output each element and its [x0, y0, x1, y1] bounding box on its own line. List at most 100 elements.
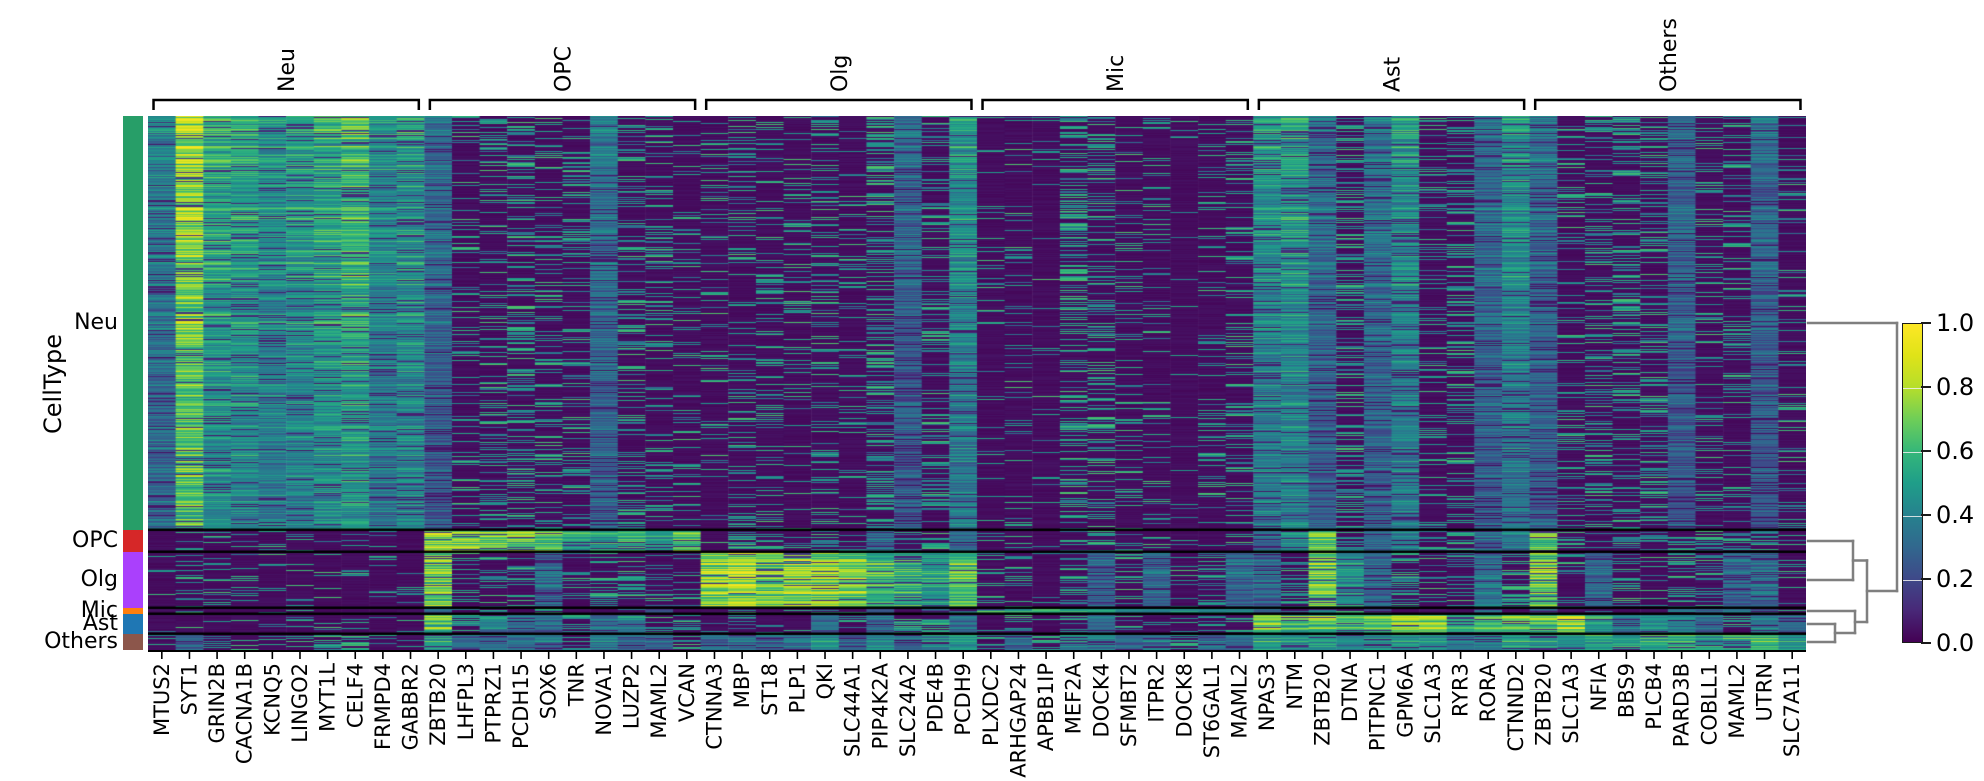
gene-group-bracket-olg [704, 98, 973, 110]
colorbar-tick-mark [1921, 450, 1931, 452]
gene-label-apbb1ip: APBB1IP [1034, 663, 1058, 751]
colorbar-inner-tick [1903, 580, 1922, 581]
row-group-label-others: Others [44, 629, 118, 654]
gene-label-gabbr2: GABBR2 [399, 663, 423, 750]
gene-label-pitpnc1: PITPNC1 [1366, 663, 1390, 751]
sidebar-segment-others [123, 634, 143, 650]
gene-group-label-ast: Ast [1381, 56, 1406, 92]
gene-label-zbtb20: ZBTB20 [1310, 663, 1334, 746]
gene-label-nfia: NFIA [1587, 662, 1611, 711]
gene-group-bracket-others [1533, 98, 1802, 110]
sidebar-segment-opc [123, 530, 143, 552]
gene-label-utrn: UTRN [1753, 663, 1777, 722]
gene-label-cobll1: COBLL1 [1697, 663, 1721, 745]
gene-label-dtna: DTNA [1338, 662, 1362, 722]
gene-label-kcnq5: KCNQ5 [260, 663, 284, 736]
sidebar-segment-mic [123, 608, 143, 614]
gene-label-frmpd4: FRMPD4 [371, 663, 395, 750]
gene-label-myt1l: MYT1L [316, 663, 340, 732]
gene-label-qki: QKI [813, 663, 837, 700]
gene-label-slc44a1: SLC44A1 [841, 663, 865, 757]
colorbar-tick-label: 0.2 [1936, 565, 1975, 593]
colorbar-tick-mark [1921, 578, 1931, 580]
gene-label-maml2: MAML2 [1725, 663, 1749, 739]
gene-label-nova1: NOVA1 [592, 663, 616, 736]
gene-label-maml2: MAML2 [647, 663, 671, 739]
gene-label-pcdh9: PCDH9 [951, 663, 975, 736]
gene-label-maml2: MAML2 [1228, 663, 1252, 739]
gene-group-label-opc: OPC [552, 46, 577, 92]
row-group-label-neu: Neu [74, 310, 118, 335]
gene-label-plxdc2: PLXDC2 [979, 663, 1003, 746]
gene-label-ntm: NTM [1283, 663, 1307, 710]
colorbar-tick-label: 0.6 [1936, 437, 1975, 465]
gene-label-pard3b: PARD3B [1670, 663, 1694, 747]
gene-label-zbtb20: ZBTB20 [426, 663, 450, 746]
gene-label-sox6: SOX6 [537, 663, 561, 719]
row-group-label-olg: Olg [80, 567, 118, 592]
gene-label-npas3: NPAS3 [1255, 663, 1279, 731]
gene-label-plcb4: PLCB4 [1642, 663, 1666, 730]
gene-label-pip4k2a: PIP4K2A [868, 662, 892, 749]
gene-label-itpr2: ITPR2 [1145, 663, 1169, 723]
gene-label-sfmbt2: SFMBT2 [1117, 663, 1141, 747]
gene-label-st6gal1: ST6GAL1 [1200, 663, 1224, 758]
gene-label-lingo2: LINGO2 [288, 663, 312, 743]
gene-label-slc1a3: SLC1A3 [1421, 663, 1445, 744]
gene-label-dock8: DOCK8 [1172, 663, 1196, 738]
gene-label-slc24a2: SLC24A2 [896, 663, 920, 757]
colorbar-inner-tick [1903, 452, 1922, 453]
gene-label-celf4: CELF4 [343, 663, 367, 728]
colorbar-tick-mark [1921, 386, 1931, 388]
gene-label-mbp: MBP [730, 663, 754, 708]
gene-label-slc1a3: SLC1A3 [1559, 663, 1583, 744]
sidebar-segment-neu [123, 116, 143, 530]
colorbar-tick-label: 0.8 [1936, 373, 1975, 401]
colorbar-tick-label: 0.0 [1936, 629, 1975, 657]
gene-label-ptprz1: PTPRZ1 [481, 663, 505, 744]
gene-label-slc7a11: SLC7A11 [1780, 663, 1804, 757]
gene-group-bracket-ast [1257, 98, 1526, 110]
row-group-label-ast: Ast [82, 611, 118, 636]
gene-group-label-olg: Olg [828, 55, 853, 92]
gene-label-bbs9: BBS9 [1614, 663, 1638, 718]
sidebar-segment-olg [123, 552, 143, 608]
gene-label-vcan: VCAN [675, 663, 699, 722]
gene-label-pcdh15: PCDH15 [509, 663, 533, 749]
colorbar [1902, 323, 1923, 643]
gene-group-label-others: Others [1657, 18, 1682, 92]
gene-group-bracket-mic [981, 98, 1250, 110]
gene-label-mtus2: MTUS2 [150, 663, 174, 736]
gene-label-rora: RORA [1476, 662, 1500, 722]
colorbar-inner-tick [1903, 388, 1922, 389]
gene-label-plp1: PLP1 [785, 663, 809, 713]
gene-label-tnr: TNR [564, 663, 588, 707]
colorbar-tick-mark [1921, 514, 1931, 516]
gene-group-label-mic: Mic [1104, 55, 1129, 92]
gene-label-mef2a: MEF2A [1062, 662, 1086, 734]
gene-group-bracket-neu [152, 98, 421, 110]
gene-group-bracket-opc [428, 98, 697, 110]
colorbar-tick-mark [1921, 322, 1931, 324]
gene-label-luzp2: LUZP2 [620, 663, 644, 729]
gene-label-gpm6a: GPM6A [1393, 662, 1417, 737]
gene-label-syt1: SYT1 [177, 663, 201, 715]
gene-label-ctnnd2: CTNND2 [1504, 663, 1528, 751]
gene-label-cacna1b: CACNA1B [233, 663, 257, 764]
gene-label-pde4b: PDE4B [924, 663, 948, 733]
gene-label-ctnna3: CTNNA3 [702, 663, 726, 750]
gene-label-zbtb20: ZBTB20 [1531, 663, 1555, 746]
gene-label-grin2b: GRIN2B [205, 663, 229, 744]
gene-label-dock4: DOCK4 [1089, 663, 1113, 738]
gene-label-lhfpl3: LHFPL3 [454, 663, 478, 740]
heatmap-canvas [148, 116, 1806, 650]
row-group-label-opc: OPC [72, 528, 118, 553]
row-group-label-mic: Mic [80, 598, 118, 623]
gene-label-arhgap24: ARHGAP24 [1006, 663, 1030, 778]
sidebar-segment-ast [123, 614, 143, 634]
colorbar-tick-label: 0.4 [1936, 501, 1975, 529]
gene-label-ryr3: RYR3 [1449, 663, 1473, 717]
colorbar-tick-label: 1.0 [1936, 309, 1975, 337]
